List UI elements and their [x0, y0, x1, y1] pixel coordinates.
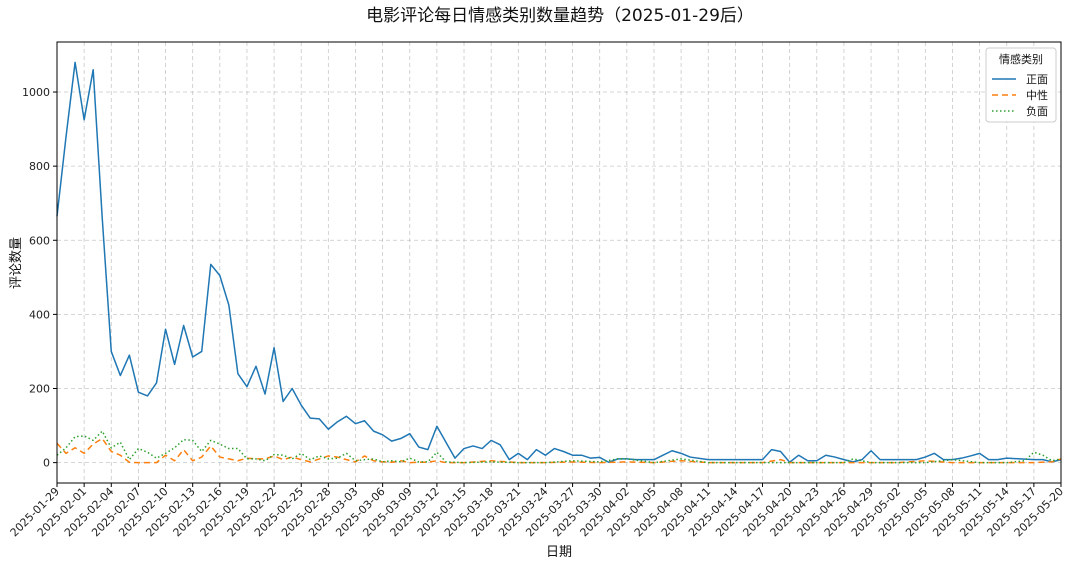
plot-frame — [56, 41, 1062, 484]
grid-lines — [56, 42, 1062, 483]
y-tick-label: 800 — [29, 160, 50, 173]
y-tick-label: 400 — [29, 308, 50, 321]
series-lines — [56, 61, 1062, 464]
legend-box — [985, 47, 1057, 123]
y-tick-label: 0 — [43, 457, 50, 470]
series-line-2 — [56, 437, 1062, 464]
series-line-1 — [56, 61, 1062, 463]
legend-label-2: 中性 — [1026, 88, 1048, 102]
x-axis: 2025-01-292025-02-012025-02-042025-02-07… — [8, 483, 1066, 539]
y-tick-label: 1000 — [22, 86, 50, 99]
y-axis-title: 评论数量 — [9, 237, 24, 289]
y-tick-label: 600 — [29, 234, 50, 247]
x-axis-title: 日期 — [546, 545, 572, 560]
chart-title: 电影评论每日情感类别数量趋势（2025-01-29后） — [366, 6, 754, 26]
legend-label-1: 正面 — [1026, 73, 1048, 86]
y-tick-label: 200 — [29, 383, 50, 396]
series-line-3 — [56, 430, 1062, 464]
legend-title: 情感类别 — [999, 52, 1043, 66]
legend-label-3: 负面 — [1026, 104, 1048, 118]
y-axis: 0 200 400 600 800 1000 — [22, 86, 57, 470]
